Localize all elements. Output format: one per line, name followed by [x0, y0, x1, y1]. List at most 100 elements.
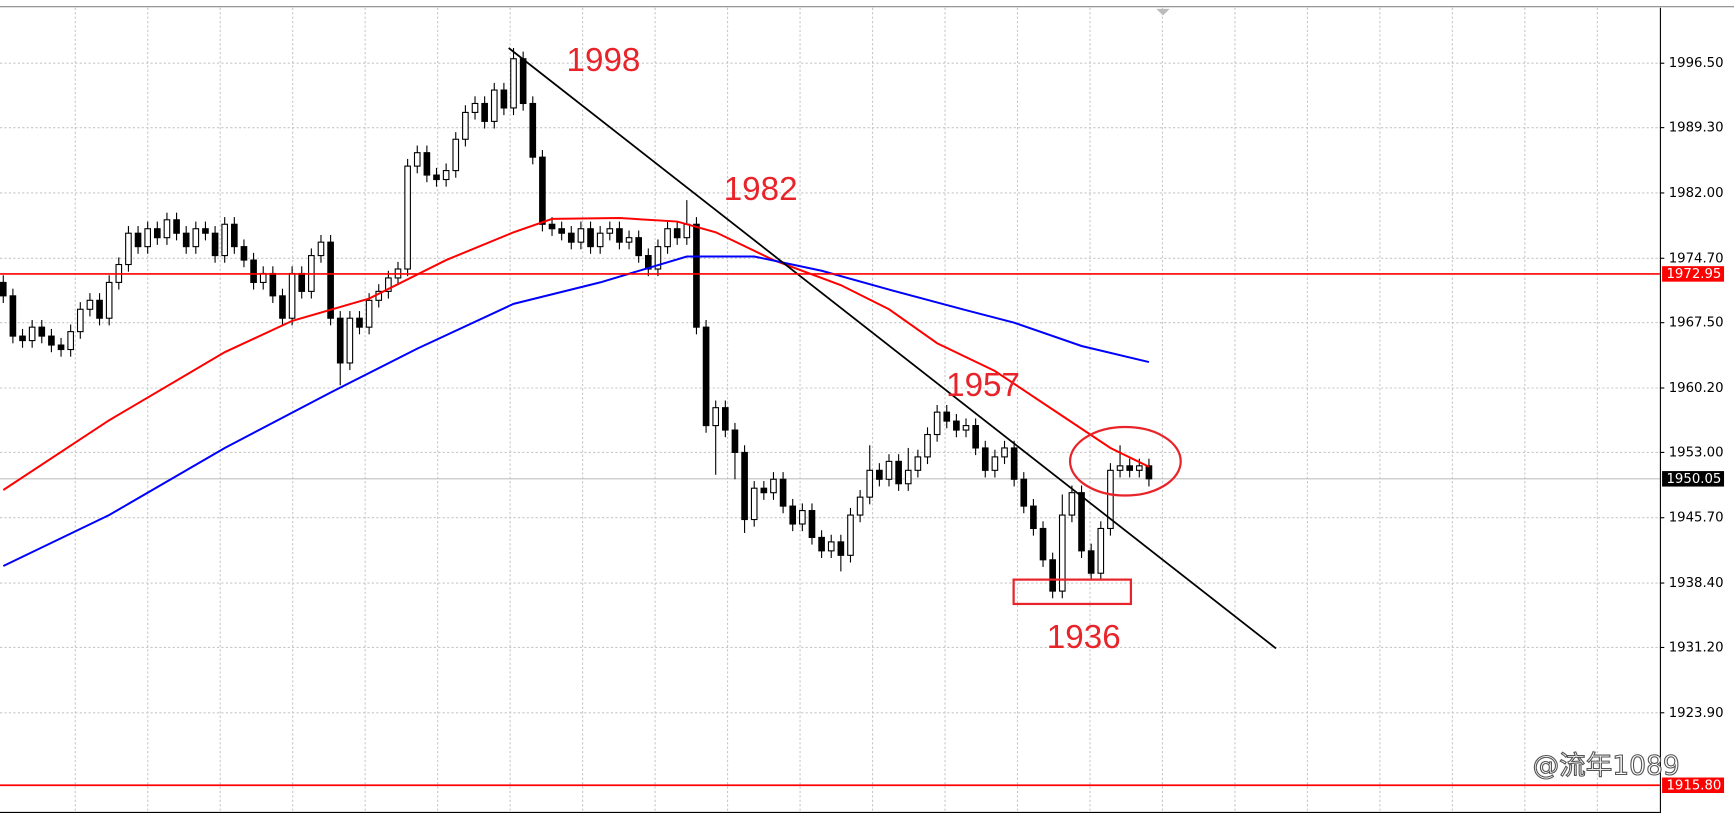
y-tick-label: 1931.20 — [1669, 640, 1724, 655]
candle-body — [953, 420, 960, 431]
candle-body — [866, 469, 874, 498]
annotation: 1957 — [946, 367, 1020, 404]
candle-body — [365, 299, 373, 328]
level-label-bg — [1662, 777, 1725, 794]
candle-body — [346, 317, 354, 364]
candle-body — [731, 429, 739, 453]
y-tick-label: 1945.70 — [1669, 511, 1724, 526]
candle-body — [577, 228, 585, 243]
candle-body — [76, 308, 84, 333]
candle-body — [808, 510, 816, 538]
current-price-label: 1950.05 — [1666, 472, 1721, 487]
candle-body — [211, 232, 219, 257]
candle-body — [182, 232, 190, 248]
candle-body — [876, 469, 883, 480]
moving-average — [2, 217, 1150, 491]
candle-body — [327, 241, 334, 319]
candle-body — [635, 237, 643, 257]
candle-body — [144, 228, 152, 248]
candle-body — [914, 456, 922, 471]
candle-body — [134, 232, 142, 248]
candle-body — [1049, 559, 1056, 592]
trendline — [508, 47, 1277, 650]
candle-body — [818, 536, 825, 552]
candle-body — [770, 478, 777, 494]
candle-body — [86, 299, 94, 310]
candle-body — [1058, 514, 1066, 592]
candle-body — [0, 281, 7, 297]
candle-body — [510, 58, 517, 109]
candle-body — [1145, 465, 1153, 480]
candle-body — [269, 272, 277, 297]
candle-body — [760, 487, 768, 494]
candle-body — [57, 344, 65, 351]
candle-body — [558, 228, 565, 234]
candle-body — [462, 111, 469, 140]
candle-body — [481, 102, 488, 122]
candle-body — [712, 407, 720, 427]
candle-body — [317, 241, 325, 257]
candle-body — [125, 232, 132, 266]
candle-body — [779, 478, 787, 507]
candle-body — [933, 411, 941, 436]
candle-body — [1030, 505, 1037, 530]
candle-body — [683, 223, 691, 239]
annotation: 1998 — [567, 42, 641, 79]
candle-body — [19, 335, 26, 342]
candle-body — [288, 272, 296, 319]
candle-body — [240, 246, 248, 261]
annotation: 1936 — [1047, 619, 1121, 656]
candle-body — [1135, 465, 1143, 471]
watermark: @流年1089 — [1533, 750, 1680, 781]
candle-body — [1010, 447, 1018, 480]
candle-body — [442, 170, 450, 181]
candle-body — [673, 228, 681, 239]
y-tick-label: 1923.90 — [1669, 706, 1724, 721]
candle-body — [596, 232, 604, 248]
candle-body — [48, 335, 55, 346]
candle-body — [153, 228, 161, 239]
candle-body — [789, 505, 797, 525]
candle-body — [96, 299, 103, 319]
candle-body — [202, 228, 209, 234]
candle-body — [519, 58, 527, 105]
candle-body — [1068, 492, 1076, 516]
candle-body — [943, 411, 951, 422]
candle-body — [28, 326, 36, 342]
candle-body — [404, 165, 411, 270]
candle-body — [885, 460, 893, 480]
current-price-bg — [1662, 471, 1725, 487]
y-tick-label: 1953.00 — [1669, 445, 1724, 460]
candle-body — [452, 138, 460, 172]
candle-body — [856, 496, 864, 516]
candle-body — [548, 223, 556, 230]
candle-body — [385, 277, 392, 292]
candle-body — [1001, 447, 1008, 458]
candle-body — [1078, 492, 1085, 552]
candle-body — [750, 487, 758, 521]
candle-body — [298, 272, 306, 292]
candle-body — [981, 447, 989, 471]
candle-body — [904, 469, 912, 485]
candle-body — [702, 326, 710, 427]
candle-body — [471, 102, 479, 113]
candle-body — [413, 152, 421, 167]
candle-body — [279, 295, 286, 319]
candle-body — [356, 317, 363, 328]
candle-body — [67, 331, 74, 351]
y-tick-label: 1974.70 — [1669, 251, 1724, 266]
candle-body — [423, 152, 431, 176]
y-tick-label: 1996.50 — [1669, 56, 1724, 71]
shift-marker — [1156, 8, 1170, 16]
candle-body — [962, 425, 970, 431]
candle-body — [1116, 465, 1124, 471]
annotation: 1982 — [724, 171, 798, 208]
candle-body — [567, 232, 575, 243]
level-label: 1915.80 — [1666, 778, 1721, 793]
candle-body — [654, 246, 662, 270]
candle-body — [827, 541, 835, 552]
candle-body — [1087, 550, 1095, 574]
low-box — [1012, 578, 1133, 606]
candle-body — [924, 433, 931, 458]
